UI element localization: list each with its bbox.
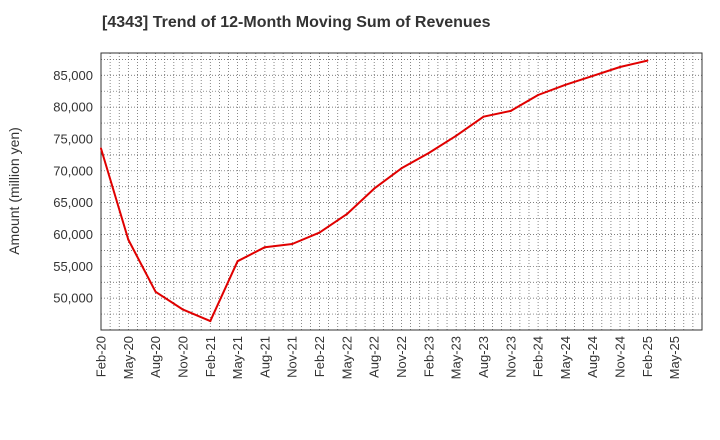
x-tick-label: May-25 [667, 336, 682, 379]
x-tick-label: Aug-23 [476, 336, 491, 378]
data-point [154, 290, 157, 293]
x-tick-label: Aug-20 [148, 336, 163, 378]
x-tick-label: Feb-24 [531, 336, 546, 377]
data-point [100, 147, 102, 150]
x-tick-label: Aug-21 [257, 336, 272, 378]
y-tick-label: 75,000 [53, 131, 93, 146]
x-tick-label: Nov-23 [503, 336, 518, 378]
y-axis-label: Amount (million yen) [6, 127, 22, 255]
data-point [291, 243, 294, 246]
data-point [181, 308, 184, 311]
chart-title: [4343] Trend of 12-Month Moving Sum of R… [102, 14, 491, 31]
x-tick-label: Feb-25 [640, 336, 655, 377]
data-point [482, 115, 485, 118]
y-tick-label: 65,000 [53, 195, 93, 210]
series-group [100, 59, 649, 323]
y-tick-label: 70,000 [53, 163, 93, 178]
x-tick-label: Nov-22 [394, 336, 409, 378]
data-point [619, 66, 622, 69]
x-tick-label: Feb-23 [421, 336, 436, 377]
x-tick-label: May-23 [449, 336, 464, 379]
x-tick-label: Feb-21 [203, 336, 218, 377]
data-point [263, 246, 266, 249]
x-tick-label: May-22 [339, 336, 354, 379]
x-tick-label: Nov-24 [613, 336, 628, 378]
data-point [400, 167, 403, 170]
y-tick-label: 80,000 [53, 100, 93, 115]
data-point [236, 260, 239, 263]
grid-lines [101, 53, 702, 330]
x-tick-label: May-21 [230, 336, 245, 379]
data-point [509, 109, 512, 112]
y-tick-label: 85,000 [53, 68, 93, 83]
data-point [318, 231, 321, 234]
data-point [345, 213, 348, 216]
x-tick-label: Nov-21 [285, 336, 300, 378]
data-point [455, 134, 458, 137]
data-point [646, 59, 649, 62]
y-tick-label: 50,000 [53, 291, 93, 306]
data-point [209, 320, 212, 323]
data-point [373, 187, 376, 190]
y-tick-label: 60,000 [53, 227, 93, 242]
x-tick-label: Nov-20 [175, 336, 190, 378]
data-point [537, 94, 540, 97]
x-tick-label: Feb-20 [94, 336, 109, 377]
y-tick-label: 55,000 [53, 259, 93, 274]
x-tick-label: May-24 [558, 336, 573, 379]
x-tick-label: May-20 [121, 336, 136, 379]
x-tick-label: Feb-22 [312, 336, 327, 377]
data-point [127, 238, 130, 241]
x-tick-label: Aug-22 [367, 336, 382, 378]
data-point [564, 83, 567, 86]
plot-frame [100, 52, 703, 331]
y-axis-ticks: 50,000 55,000 60,000 65,000 70,000 75,000 80,0… [53, 68, 93, 306]
data-point [591, 74, 594, 77]
x-axis-ticks: Feb-20 May-20 Aug-20 Nov-20 Feb-21 May-21 Aug-… [94, 336, 683, 379]
x-tick-label: Aug-24 [585, 336, 600, 378]
data-point [427, 151, 430, 154]
